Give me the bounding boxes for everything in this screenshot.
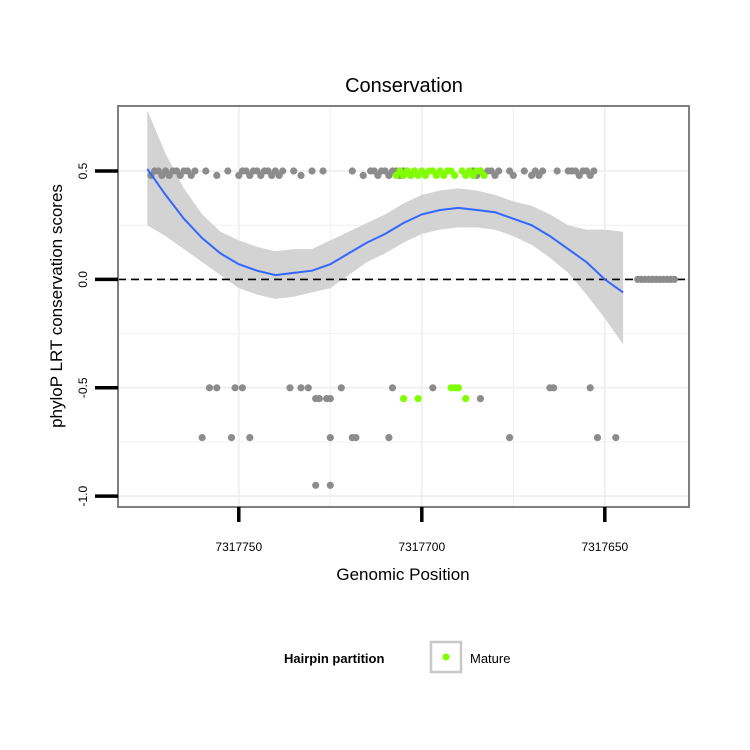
- x-axis: 7317750 7317700 7317650: [215, 507, 628, 554]
- other-point: [476, 395, 484, 403]
- other-point: [224, 167, 232, 175]
- y-tick-label: 0.5: [76, 162, 90, 179]
- x-tick-label: 7317750: [215, 540, 262, 554]
- y-axis-title: phyloP LRT conservation scores: [47, 184, 66, 428]
- other-point: [312, 481, 320, 489]
- panel-border: [117, 105, 690, 508]
- other-point: [286, 384, 294, 392]
- other-point: [495, 167, 503, 175]
- y-tick-label: 0.0: [76, 271, 90, 288]
- other-point: [550, 384, 558, 392]
- other-point: [319, 167, 327, 175]
- other-point: [586, 384, 594, 392]
- other-point: [213, 171, 221, 179]
- other-point: [612, 434, 620, 442]
- other-point: [205, 384, 214, 392]
- x-tick-label: 7317650: [581, 540, 628, 554]
- y-axis: -1.0 -0.5 0.0 0.5: [76, 162, 118, 507]
- other-point: [279, 167, 287, 175]
- other-point: [337, 384, 345, 392]
- y-tick-label: -0.5: [76, 377, 90, 398]
- other-point: [191, 167, 199, 175]
- chart-title: Conservation: [345, 75, 463, 97]
- y-tick-label: -1.0: [76, 486, 90, 507]
- x-tick-label: 7317700: [398, 540, 445, 554]
- other-point: [297, 171, 305, 179]
- other-point: [213, 384, 221, 392]
- other-point: [359, 171, 367, 179]
- mature-point: [451, 171, 459, 179]
- plot-panel: [117, 105, 690, 508]
- other-point: [539, 167, 547, 175]
- legend-key-box: [429, 640, 463, 674]
- legend-label-mature: Mature: [470, 651, 510, 666]
- other-point: [231, 384, 239, 392]
- other-point: [202, 167, 210, 175]
- other-point: [509, 171, 517, 179]
- data-points: [147, 167, 679, 489]
- other-point: [198, 434, 206, 442]
- other-point: [506, 434, 514, 442]
- other-point: [326, 434, 334, 442]
- other-point: [238, 384, 246, 392]
- other-point: [246, 434, 254, 442]
- other-point: [304, 384, 312, 392]
- loess-smooth-line: [146, 168, 624, 294]
- legend-title: Hairpin partition: [284, 651, 384, 666]
- other-point: [385, 434, 393, 442]
- other-point: [326, 481, 334, 489]
- legend-key-mature-dot: [442, 653, 450, 661]
- other-point: [670, 275, 679, 283]
- other-point: [348, 167, 356, 175]
- mature-point: [414, 395, 422, 403]
- other-point: [326, 395, 334, 403]
- mature-point: [399, 395, 408, 403]
- other-point: [593, 434, 602, 442]
- other-point: [520, 167, 528, 175]
- other-point: [315, 395, 323, 403]
- other-point: [297, 384, 305, 392]
- mature-point: [462, 395, 470, 403]
- other-point: [352, 434, 360, 442]
- x-axis-title: Genomic Position: [336, 565, 469, 584]
- other-point: [590, 167, 598, 175]
- other-point: [388, 384, 397, 392]
- mature-point: [454, 384, 462, 392]
- other-point: [429, 384, 437, 392]
- confidence-ribbon: [147, 110, 624, 345]
- other-point: [227, 434, 236, 442]
- other-point: [553, 167, 561, 175]
- legend: Hairpin partition Mature: [284, 640, 510, 674]
- other-point: [290, 167, 298, 175]
- other-point: [308, 167, 316, 175]
- mature-point: [480, 171, 488, 179]
